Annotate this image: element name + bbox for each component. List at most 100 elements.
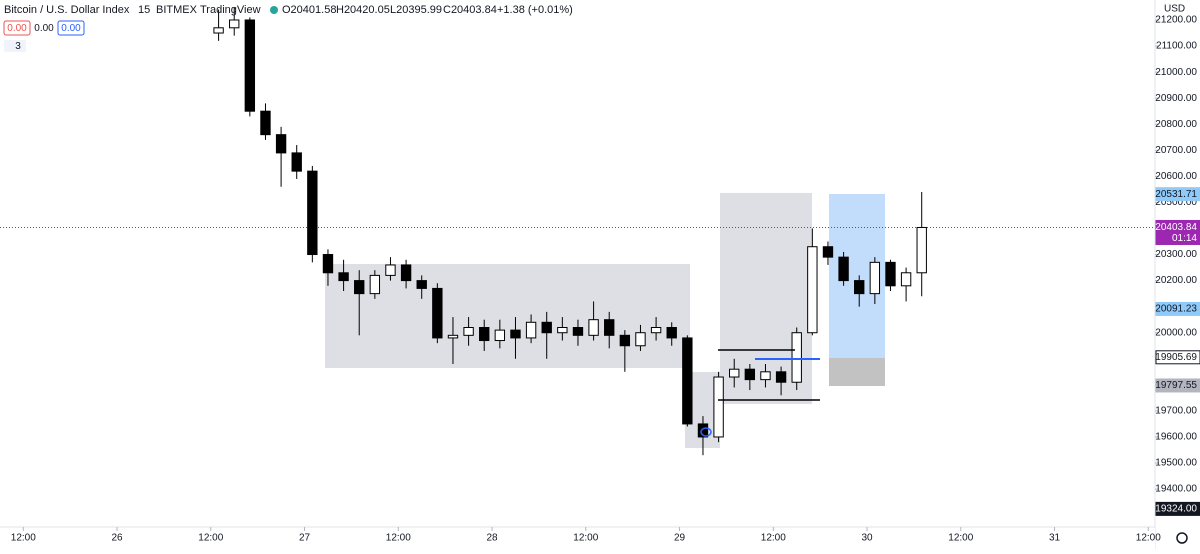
price-marker-label: 19905.69 bbox=[1155, 352, 1197, 363]
candle-body bbox=[416, 280, 427, 289]
x-tick-label: 26 bbox=[111, 533, 123, 544]
price-marker-sublabel: 01:14 bbox=[1172, 233, 1197, 244]
x-tick-label: 29 bbox=[674, 533, 686, 544]
candle-body bbox=[369, 274, 381, 295]
low: L20395.99 bbox=[390, 4, 442, 16]
price-marker bbox=[1155, 219, 1200, 245]
candle-body bbox=[697, 423, 709, 438]
candle-body bbox=[525, 321, 537, 339]
price-marker-label: 20531.71 bbox=[1155, 189, 1197, 200]
indicator-count[interactable]: 3 bbox=[15, 41, 21, 52]
candle-body bbox=[557, 327, 568, 334]
candle-body bbox=[463, 327, 474, 336]
candle-body bbox=[775, 371, 787, 383]
candle-body bbox=[791, 332, 802, 383]
sell-button[interactable] bbox=[3, 20, 31, 36]
candle-body bbox=[885, 261, 896, 287]
candle-body bbox=[229, 19, 240, 29]
price-marker bbox=[1155, 301, 1200, 316]
status-dot bbox=[270, 6, 278, 14]
y-tick-label: 20600.00 bbox=[1155, 171, 1197, 182]
sell-price[interactable]: 0.00 bbox=[7, 23, 27, 34]
candle-body bbox=[666, 327, 677, 339]
candle-body bbox=[682, 337, 693, 425]
candles bbox=[0, 6, 1155, 456]
candle-body bbox=[635, 332, 646, 347]
range-box bbox=[325, 264, 690, 368]
price-marker-label: 19797.55 bbox=[1155, 380, 1197, 391]
candle-body bbox=[572, 327, 584, 336]
price-marker bbox=[1155, 378, 1200, 393]
source: TradingView bbox=[200, 4, 261, 16]
candle-body bbox=[244, 19, 256, 112]
y-tick-label: 21200.00 bbox=[1155, 15, 1197, 26]
y-tick-label: 20200.00 bbox=[1155, 275, 1197, 286]
spread: 0.00 bbox=[34, 23, 54, 34]
exchange: BITMEX bbox=[156, 4, 198, 16]
symbol: Bitcoin / U.S. Dollar Index bbox=[4, 4, 130, 16]
marker-circle bbox=[700, 427, 712, 437]
candle-body bbox=[838, 256, 849, 282]
y-tick-label: 20900.00 bbox=[1155, 93, 1197, 104]
price-marker bbox=[1155, 501, 1200, 516]
candle-body bbox=[822, 246, 834, 258]
x-tick-label: 12:00 bbox=[1136, 533, 1161, 544]
change: +1.38 (+0.01%) bbox=[497, 4, 573, 16]
candle-body bbox=[760, 371, 771, 381]
y-tick-label: 20300.00 bbox=[1155, 249, 1197, 260]
candle-body bbox=[447, 334, 459, 339]
interval: 15 bbox=[138, 4, 150, 16]
y-tick-label: 19500.00 bbox=[1155, 458, 1197, 469]
x-tick-label: 12:00 bbox=[761, 533, 786, 544]
candle-body bbox=[479, 327, 490, 342]
buy-price[interactable]: 0.00 bbox=[61, 23, 81, 34]
candle-body bbox=[291, 152, 302, 172]
x-tick-label: 12:00 bbox=[573, 533, 598, 544]
axes: 19400.0019500.0019600.0019700.0019800.00… bbox=[11, 15, 1200, 544]
currency[interactable]: USD bbox=[1164, 4, 1185, 15]
y-tick-label: 19700.00 bbox=[1155, 406, 1197, 417]
candle-body bbox=[510, 329, 521, 339]
close: C20403.84 bbox=[443, 4, 497, 16]
time-axis bbox=[0, 527, 1155, 549]
candle-body bbox=[432, 287, 443, 339]
price-marker bbox=[1155, 350, 1200, 365]
price-marker bbox=[1155, 187, 1200, 202]
candle-body bbox=[604, 319, 615, 336]
candle-body bbox=[729, 368, 740, 378]
x-tick-label: 27 bbox=[299, 533, 311, 544]
x-tick-label: 31 bbox=[1049, 533, 1061, 544]
y-tick-label: 20800.00 bbox=[1155, 119, 1197, 130]
candle-body bbox=[619, 334, 631, 347]
x-tick-label: 12:00 bbox=[198, 533, 223, 544]
x-tick-label: 12:00 bbox=[11, 533, 36, 544]
candle-body bbox=[900, 272, 912, 287]
candle-body bbox=[213, 27, 224, 34]
indicator-toggle[interactable] bbox=[4, 40, 26, 52]
stop-box bbox=[829, 358, 885, 386]
candle-body bbox=[854, 280, 865, 295]
candle-body bbox=[807, 246, 818, 334]
candle-body bbox=[338, 272, 349, 282]
candle-body bbox=[541, 321, 552, 334]
price-marker-label: 20091.23 bbox=[1155, 304, 1197, 315]
buy-button[interactable] bbox=[57, 20, 85, 36]
candle-body bbox=[400, 264, 412, 282]
y-tick-label: 20700.00 bbox=[1155, 145, 1197, 156]
price-marker-label: 20403.84 bbox=[1155, 222, 1197, 233]
price-marker-label: 19324.00 bbox=[1155, 504, 1197, 515]
candle-body bbox=[713, 376, 724, 438]
candle-body bbox=[275, 134, 287, 154]
settings-icon[interactable] bbox=[1176, 532, 1188, 544]
x-tick-label: 30 bbox=[861, 533, 873, 544]
y-tick-label: 20500.00 bbox=[1155, 197, 1197, 208]
high: H20420.05 bbox=[336, 4, 390, 16]
y-tick-label: 21100.00 bbox=[1156, 41, 1197, 52]
y-tick-label: 19600.00 bbox=[1155, 432, 1197, 443]
candle-body bbox=[354, 280, 365, 295]
candle-body bbox=[650, 327, 662, 334]
x-tick-label: 12:00 bbox=[386, 533, 411, 544]
candle-body bbox=[869, 261, 881, 295]
candle-body bbox=[744, 368, 756, 381]
